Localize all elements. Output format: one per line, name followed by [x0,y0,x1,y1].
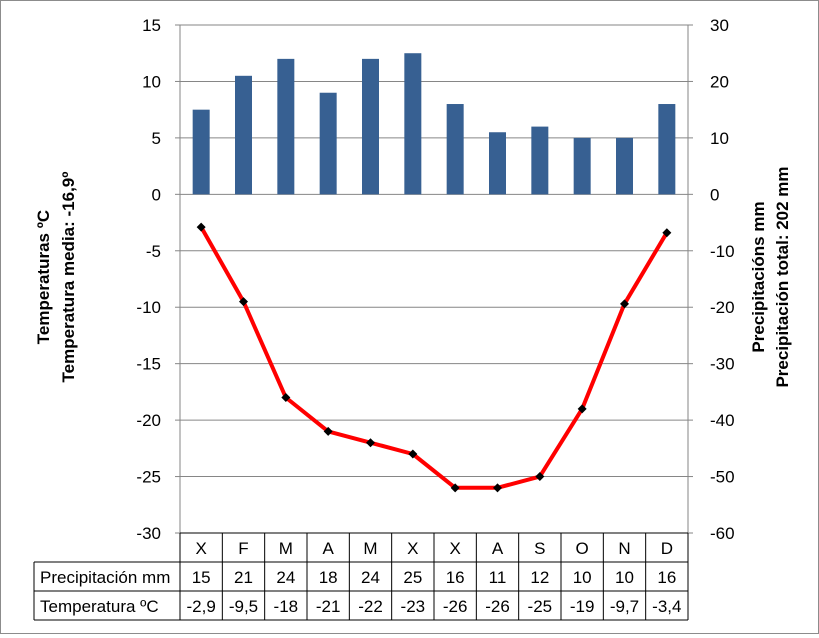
month-label: D [661,539,673,558]
temperature-point [450,483,460,493]
precipitation-bar [658,104,676,195]
right-tick-label: -20 [710,298,735,317]
precipitation-row-label: Precipitación mm [40,568,170,587]
right-tick-label: -30 [710,355,735,374]
right-axis-title: Precipitacións mm [749,201,768,352]
precipitation-bar [319,92,337,195]
temperature-value: -9,7 [610,597,639,616]
precipitation-bar [531,126,549,195]
temperature-value: -2,9 [187,597,216,616]
month-label: O [576,539,589,558]
precipitation-value: 16 [657,568,676,587]
temperature-value: -25 [528,597,553,616]
precipitation-value: 16 [446,568,465,587]
left-tick-label: -15 [136,355,161,374]
precipitation-bar [235,75,252,195]
temperature-point [620,299,629,309]
precipitation-value: 18 [319,568,338,587]
temperature-point [366,438,375,448]
precipitation-value: 25 [403,568,422,587]
temperature-value: -23 [401,597,426,616]
right-tick-label: 10 [710,129,729,148]
temperature-point [196,222,206,232]
month-label: A [492,539,504,558]
temperature-value: -26 [443,597,468,616]
precipitation-value: 12 [530,568,549,587]
temperature-line [196,222,672,493]
temperature-point [408,449,418,459]
precipitation-bar [404,53,422,195]
temperature-row-label: Temperatura ºC [40,597,159,616]
month-label: X [195,539,206,558]
right-tick-label: -50 [710,468,735,487]
temperature-point [577,404,587,414]
right-tick-label: -60 [710,524,735,543]
gridlines [180,24,688,534]
right-axis-ticks: 30 20 10 0 -10 -20 -30 -40 -50 -60 [710,16,735,543]
temperature-value: -3,4 [652,597,681,616]
left-axis-title: Temperaturas ºC [34,210,53,344]
precipitation-value: 24 [361,568,380,587]
data-table: X 15 -2,9 F 21 -9,5 M 24 -18 A 18 -21 M 24 -22 X 25 -23 X 1… [33,532,689,621]
month-label: S [534,539,545,558]
temperature-point [493,483,502,493]
precipitation-bars [192,53,676,195]
temperature-value: -26 [485,597,510,616]
left-tick-label: -5 [146,242,161,261]
precipitation-bar [573,137,591,195]
right-tick-label: 20 [710,72,729,91]
left-tick-label: -20 [136,411,161,430]
precipitation-value: 21 [234,568,253,587]
left-tick-label: 10 [142,72,161,91]
temperature-value: -21 [316,597,341,616]
right-tick-label: -40 [710,411,735,430]
temperature-value: -19 [570,597,595,616]
right-tick-label: 30 [710,16,729,35]
temperature-point [239,297,248,307]
month-label: M [363,539,377,558]
precipitation-value: 15 [192,568,211,587]
right-tick-label: 0 [710,185,719,204]
precipitation-value: 24 [276,568,295,587]
precipitation-value: 10 [573,568,592,587]
month-label: N [618,539,630,558]
left-tick-label: -10 [136,298,161,317]
temperature-point [662,228,672,238]
temperature-point [535,472,545,482]
precipitation-bar [277,58,295,195]
left-tick-label: -30 [136,524,161,543]
precipitation-bar [192,109,210,195]
month-label: F [238,539,248,558]
temperature-point [281,393,291,403]
left-tick-label: 15 [142,16,161,35]
precipitation-value: 11 [489,568,507,587]
left-axis-ticks: 15 10 5 0 -5 -10 -15 -20 -25 -30 [136,16,161,543]
precipitation-value: 10 [615,568,634,587]
month-label: A [322,539,334,558]
left-tick-label: 5 [152,129,161,148]
temperature-series-line [199,226,669,490]
left-tick-label: 0 [152,185,161,204]
temperature-value: -9,5 [229,597,258,616]
axes [175,24,693,534]
month-label: X [407,539,418,558]
precipitation-bar [489,132,506,195]
left-axis-subtitle: Temperatura media: -16,9º [59,172,78,383]
month-label: M [279,539,293,558]
precipitation-bar [616,137,633,195]
temperature-value: -22 [358,597,383,616]
precipitation-bar [446,104,464,195]
right-axis-subtitle: Precipitación total: 202 mm [773,166,792,387]
right-tick-label: -10 [710,242,735,261]
precipitation-bar [362,58,379,195]
left-tick-label: -25 [136,468,161,487]
temperature-point [323,426,333,436]
month-label: X [449,539,460,558]
temperature-value: -18 [274,597,299,616]
